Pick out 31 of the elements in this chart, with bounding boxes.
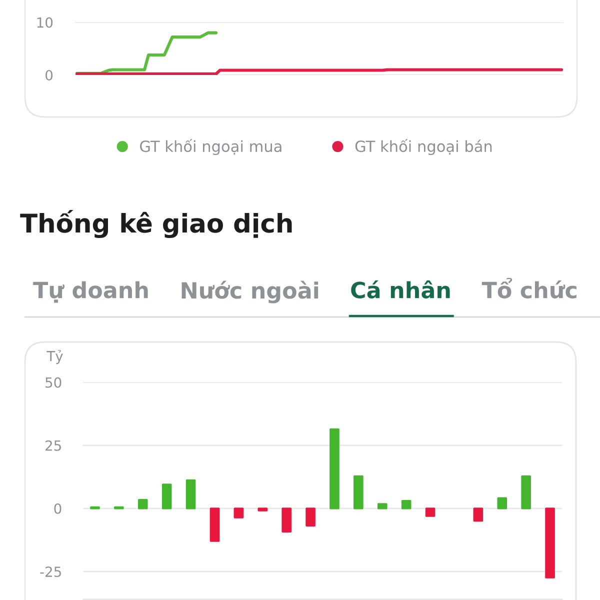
- bar: [162, 484, 172, 510]
- y-axis-title: Tỷ: [46, 350, 63, 364]
- y-tick-label: 50: [46, 377, 62, 388]
- legend-label: GT khối ngoại bán: [355, 138, 492, 156]
- bar: [545, 508, 555, 578]
- bar: [401, 500, 412, 510]
- chart-title: Thống kê giao dịch: [20, 210, 292, 238]
- bar: [186, 479, 196, 510]
- bar: [330, 428, 340, 510]
- text: Cá nhân: [351, 280, 450, 298]
- y-tick-label: 0: [54, 503, 62, 514]
- legend-label: GT khối ngoại mua: [140, 138, 282, 156]
- bar: [354, 475, 364, 510]
- bar: [138, 499, 148, 510]
- bar: [282, 508, 292, 533]
- bar: [258, 508, 268, 512]
- bar: [306, 508, 316, 526]
- bar: [210, 508, 220, 542]
- text: Tổ chức: [482, 278, 576, 298]
- bar: [521, 475, 531, 510]
- bar: [497, 497, 508, 510]
- y-tick-label: 10: [37, 17, 53, 28]
- text: Nước ngoài: [182, 280, 318, 304]
- text: Tự doanh: [33, 281, 148, 303]
- y-tick-label: 25: [46, 440, 61, 451]
- y-tick-label: -25: [40, 566, 61, 578]
- bar: [473, 508, 484, 522]
- bar: [425, 508, 436, 517]
- y-tick-label: 0: [46, 70, 53, 80]
- bar: [377, 503, 388, 510]
- bar: [234, 508, 244, 518]
